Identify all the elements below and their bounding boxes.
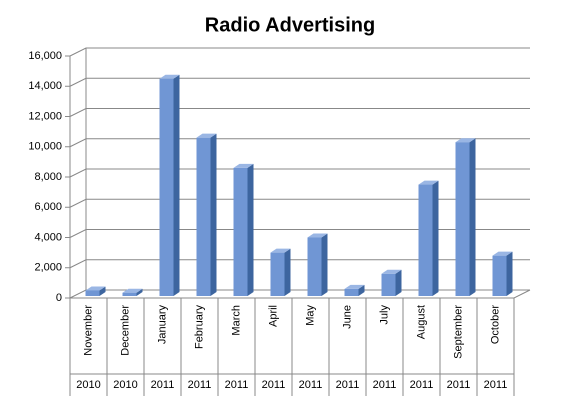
x-tick-label: August (415, 305, 427, 339)
bar (122, 292, 137, 296)
x-tick-label: February (193, 305, 205, 350)
x-group-label: 2011 (225, 379, 249, 391)
grid-line (69, 77, 530, 87)
x-group-label: 2011 (336, 379, 360, 391)
bar-side (469, 138, 476, 296)
bar-top (159, 74, 180, 79)
x-group-label: 2011 (188, 379, 212, 391)
bar-side (395, 269, 402, 296)
bar-side (284, 248, 291, 296)
bar-top (85, 286, 106, 291)
bar-top (270, 248, 291, 253)
x-tick-label: October (489, 305, 501, 344)
x-tick-label: January (156, 305, 168, 345)
chart-title: Radio Advertising (205, 14, 375, 36)
bar (85, 290, 100, 296)
bar-side (506, 251, 513, 296)
bar-side (136, 288, 143, 296)
bar-side (358, 284, 365, 296)
bar (455, 142, 470, 296)
bar-top (381, 269, 402, 274)
bar (270, 252, 285, 296)
bar (492, 255, 507, 296)
y-tick-label: 12,000 (28, 110, 62, 122)
x-tick-label: June (341, 305, 353, 329)
x-group-label: 2011 (447, 379, 471, 391)
x-group-label: 2010 (113, 379, 137, 391)
x-group-label: 2011 (373, 379, 397, 391)
y-tick-label: 8,000 (34, 171, 62, 183)
x-group-label: 2011 (262, 379, 286, 391)
x-group-label: 2010 (76, 379, 100, 391)
y-tick-label: 2,000 (34, 262, 62, 274)
x-group-label: 2011 (410, 379, 434, 391)
bar-side (247, 163, 254, 296)
bar (233, 167, 248, 296)
bar (307, 237, 322, 296)
bar-top (233, 163, 254, 168)
grid-line (69, 198, 530, 208)
grid-line (69, 229, 530, 238)
bar-side (99, 286, 106, 296)
bar (418, 184, 433, 296)
grid-line (69, 108, 530, 117)
x-group-label: 2011 (151, 379, 175, 391)
x-tick-label: May (304, 305, 316, 326)
x-tick-label: March (230, 305, 242, 336)
bar-side (432, 180, 439, 296)
x-group-label: 2011 (484, 379, 508, 391)
grid-line (69, 47, 530, 57)
bar (196, 137, 211, 296)
x-group-label: 2011 (299, 379, 323, 391)
y-tick-label: 4,000 (34, 231, 62, 243)
bar-top (122, 288, 143, 293)
y-tick-label: 10,000 (28, 141, 62, 153)
bar (381, 273, 396, 296)
y-tick-label: 6,000 (34, 201, 62, 213)
grid-line (69, 168, 530, 178)
bar-top (492, 251, 513, 256)
bar-side (173, 74, 180, 296)
grid-line (69, 259, 530, 269)
bar (344, 288, 359, 296)
y-tick-label: 14,000 (28, 80, 62, 92)
bar-top (418, 180, 439, 185)
x-tick-label: April (267, 305, 279, 327)
y-tick-label: 0 (56, 292, 62, 304)
bar-side (321, 233, 328, 296)
bar (159, 78, 174, 296)
bar-top (307, 233, 328, 238)
x-tick-label: November (82, 305, 94, 356)
x-tick-label: September (452, 305, 464, 359)
y-tick-label: 16,000 (28, 50, 62, 62)
bar-top (455, 138, 476, 143)
x-tick-label: December (119, 305, 131, 356)
bar-side (210, 133, 217, 296)
bar-top (196, 133, 217, 138)
x-tick-label: July (378, 305, 390, 325)
bar-top (344, 284, 365, 289)
grid-line (69, 138, 530, 148)
